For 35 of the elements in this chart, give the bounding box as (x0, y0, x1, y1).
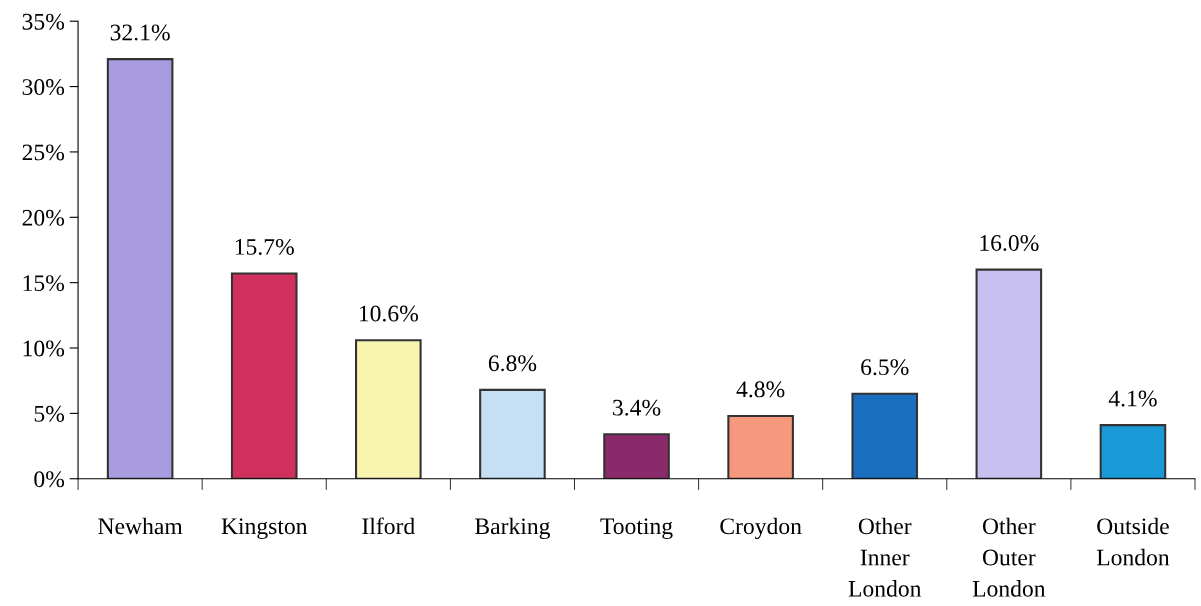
data-label: 4.8% (736, 381, 785, 398)
y-tick-label: 10% (23, 340, 65, 357)
bar (106, 58, 174, 479)
x-tick-label: Barking (475, 517, 551, 540)
x-tick-label: Ilford (362, 517, 415, 535)
y-tick-label: 25% (22, 144, 65, 161)
data-label: 6.5% (861, 359, 909, 376)
data-label: 15.7% (235, 238, 294, 255)
y-tick-label: 5% (34, 405, 65, 422)
data-label: 10.6% (359, 305, 419, 322)
data-label: 16.0% (980, 234, 1039, 251)
y-tick-label: 0% (34, 471, 65, 488)
x-tick-label: Other Inner London (848, 517, 922, 597)
data-label: 6.8% (488, 355, 537, 372)
bar (355, 339, 422, 479)
y-tick-label: 35% (22, 13, 65, 30)
bar (851, 392, 919, 479)
data-label: 3.4% (613, 399, 661, 416)
x-tick-label: Newham (98, 517, 183, 535)
bar (230, 272, 298, 479)
data-label: 4.1% (1108, 390, 1157, 407)
y-tick-label: 15% (23, 275, 65, 292)
data-label: 32.1% (110, 24, 170, 41)
y-tick-label: 20% (22, 209, 65, 226)
bar (479, 388, 546, 479)
y-tick-label: 30% (22, 79, 65, 96)
x-tick-label: Kingston (221, 518, 308, 540)
x-tick-label: Outside London (1096, 517, 1170, 566)
bar (727, 414, 794, 479)
bar (975, 268, 1043, 479)
bar (603, 433, 670, 479)
x-tick-label: Tooting (600, 518, 673, 540)
x-tick-label: Other Outer London (972, 517, 1046, 597)
x-tick-label: Croydon (720, 517, 802, 540)
bar (1099, 424, 1167, 479)
